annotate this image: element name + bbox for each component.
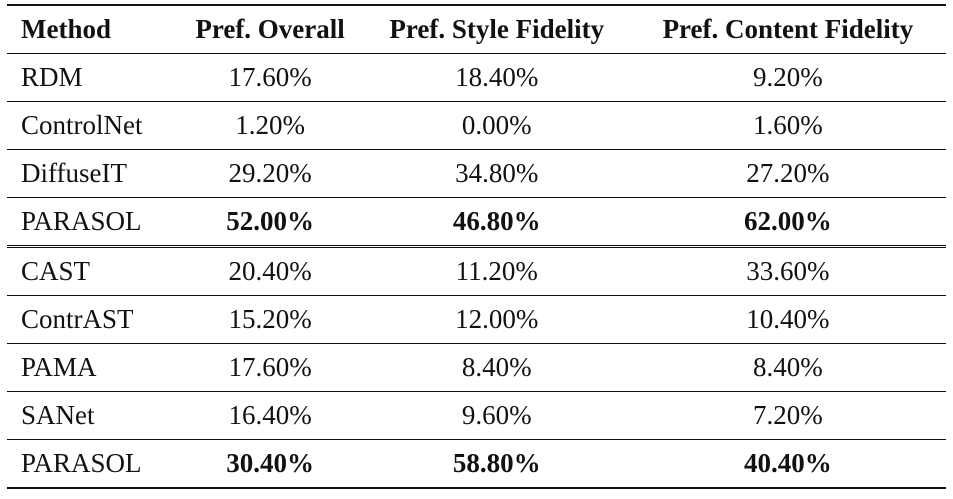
table-row: DiffuseIT 29.20% 34.80% 27.20% — [7, 149, 946, 198]
cell-content-best: 40.40% — [629, 439, 946, 489]
cell-method: SANet — [7, 391, 177, 440]
table-row: RDM 17.60% 18.40% 9.20% — [7, 53, 946, 102]
cell-method: ControlNet — [7, 101, 177, 150]
cell-method: PARASOL — [7, 197, 177, 247]
cell-overall: 17.60% — [176, 343, 364, 392]
table-row: PARASOL 30.40% 58.80% 40.40% — [7, 439, 946, 489]
cell-overall-best: 30.40% — [176, 439, 364, 489]
table-group-1: RDM 17.60% 18.40% 9.20% ControlNet 1.20%… — [7, 53, 946, 247]
cell-overall-best: 52.00% — [176, 197, 364, 247]
header-pref-overall: Pref. Overall — [176, 4, 364, 54]
table-row: ContrAST 15.20% 12.00% 10.40% — [7, 295, 946, 344]
header-pref-content-fidelity: Pref. Content Fidelity — [629, 4, 946, 54]
cell-method: RDM — [7, 53, 177, 102]
table-group-2: CAST 20.40% 11.20% 33.60% ContrAST 15.20… — [7, 245, 946, 489]
cell-style-best: 58.80% — [363, 439, 630, 489]
table-header: Method Pref. Overall Pref. Style Fidelit… — [7, 4, 946, 54]
cell-content: 8.40% — [629, 343, 946, 392]
cell-overall: 17.60% — [176, 53, 364, 102]
table-row: SANet 16.40% 9.60% 7.20% — [7, 391, 946, 440]
cell-content-best: 62.00% — [629, 197, 946, 247]
results-table-container: Method Pref. Overall Pref. Style Fidelit… — [7, 4, 946, 489]
cell-method: CAST — [7, 245, 177, 296]
cell-style: 18.40% — [363, 53, 630, 102]
cell-style-best: 46.80% — [363, 197, 630, 247]
cell-overall: 16.40% — [176, 391, 364, 440]
header-row: Method Pref. Overall Pref. Style Fidelit… — [7, 4, 946, 54]
cell-style: 8.40% — [363, 343, 630, 392]
cell-method: ContrAST — [7, 295, 177, 344]
user-preference-table: Method Pref. Overall Pref. Style Fidelit… — [7, 4, 946, 489]
table-row: PAMA 17.60% 8.40% 8.40% — [7, 343, 946, 392]
cell-overall: 29.20% — [176, 149, 364, 198]
cell-content: 9.20% — [629, 53, 946, 102]
cell-content: 7.20% — [629, 391, 946, 440]
cell-style: 9.60% — [363, 391, 630, 440]
cell-method: PAMA — [7, 343, 177, 392]
cell-content: 10.40% — [629, 295, 946, 344]
cell-content: 33.60% — [629, 245, 946, 296]
cell-overall: 20.40% — [176, 245, 364, 296]
cell-method: DiffuseIT — [7, 149, 177, 198]
cell-content: 1.60% — [629, 101, 946, 150]
header-method: Method — [7, 4, 177, 54]
cell-style: 34.80% — [363, 149, 630, 198]
cell-method: PARASOL — [7, 439, 177, 489]
cell-style: 12.00% — [363, 295, 630, 344]
cell-overall: 1.20% — [176, 101, 364, 150]
table-row: PARASOL 52.00% 46.80% 62.00% — [7, 197, 946, 247]
cell-style: 0.00% — [363, 101, 630, 150]
cell-overall: 15.20% — [176, 295, 364, 344]
table-row: CAST 20.40% 11.20% 33.60% — [7, 245, 946, 296]
header-pref-style-fidelity: Pref. Style Fidelity — [363, 4, 630, 54]
table-row: ControlNet 1.20% 0.00% 1.60% — [7, 101, 946, 150]
cell-content: 27.20% — [629, 149, 946, 198]
cell-style: 11.20% — [363, 245, 630, 296]
